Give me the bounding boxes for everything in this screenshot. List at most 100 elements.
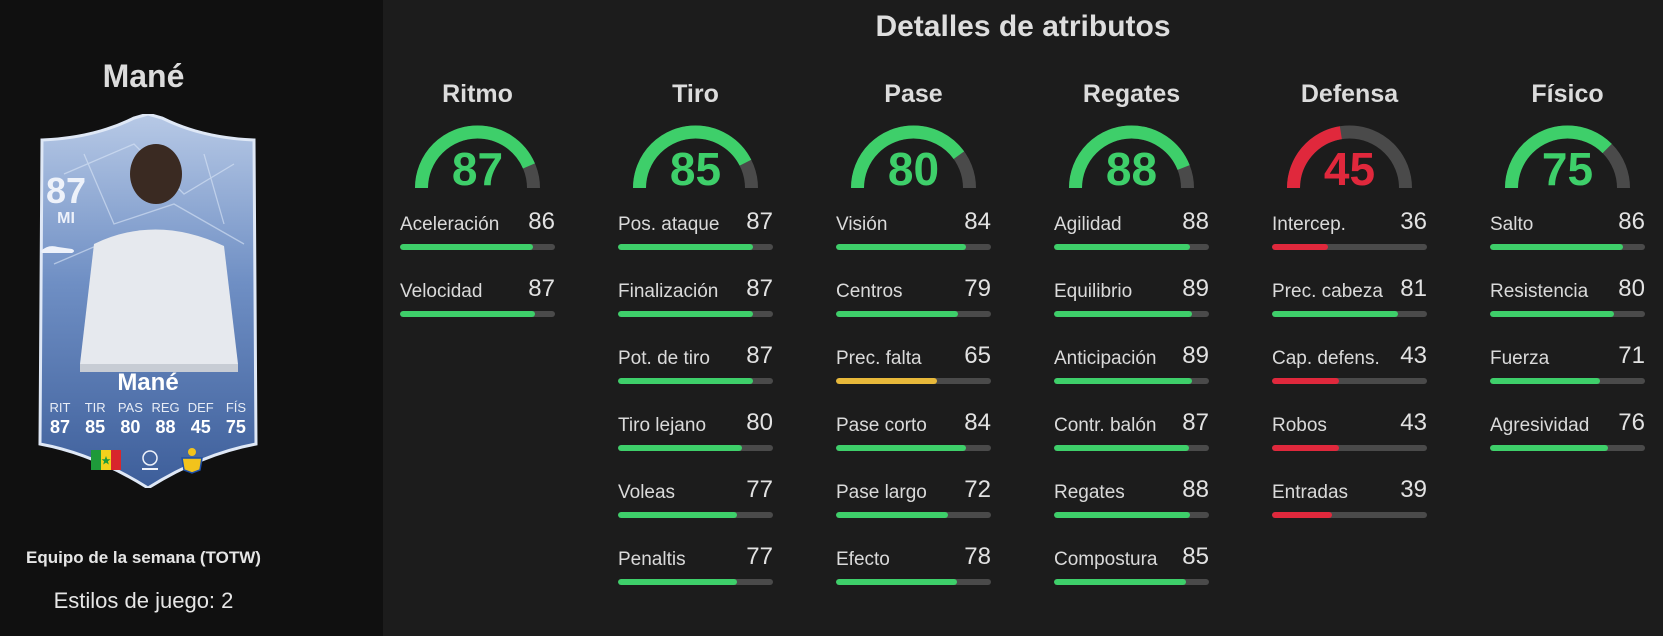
attribute-list: Intercep. 36 Prec. cabeza 81 Cap. defens. 43 R… [1272, 200, 1427, 535]
attribute-row: Contr. balón 87 [1054, 401, 1209, 468]
card-stat: TIR 85 [79, 400, 111, 438]
gauge-arc [1505, 125, 1630, 189]
attribute-bar [618, 579, 773, 585]
attribute-bar [1054, 244, 1209, 250]
attribute-name: Centros [836, 281, 903, 302]
attribute-name: Pase corto [836, 415, 927, 436]
category-score: 85 [669, 143, 722, 195]
attribute-bar-fill [1054, 244, 1191, 250]
attribute-value: 43 [1400, 342, 1427, 369]
attribute-row: Pos. ataque 87 [618, 200, 773, 267]
card-badges [24, 446, 272, 474]
category-gauge: 85 [618, 118, 773, 196]
attribute-name: Fuerza [1490, 348, 1550, 369]
attribute-bar [1054, 579, 1209, 585]
category-column: Físico 75 Salto 86 Resistencia 80 Fuerza 71 Agre… [1490, 78, 1645, 468]
attribute-value: 79 [964, 275, 991, 302]
category-column: Ritmo 87 Aceleración 86 Velocidad 87 [400, 78, 555, 334]
attribute-bar-fill [836, 445, 967, 451]
attribute-bar [1272, 445, 1427, 451]
attribute-bar-fill [1490, 445, 1608, 451]
attribute-value: 89 [1182, 342, 1209, 369]
attribute-bar-fill [1272, 244, 1328, 250]
card-stat-value: 85 [85, 417, 106, 437]
attribute-name: Salto [1490, 214, 1534, 235]
attribute-row: Anticipación 89 [1054, 334, 1209, 401]
attribute-bar [1054, 378, 1209, 384]
card-stat-label: FÍS [225, 400, 247, 415]
card-program-label: Equipo de la semana (TOTW) [26, 548, 261, 567]
attribute-name: Resistencia [1490, 281, 1589, 302]
attribute-name: Agresividad [1490, 415, 1590, 436]
attribute-name: Tiro lejano [618, 415, 707, 436]
attribute-bar-fill [1490, 244, 1624, 250]
attribute-name: Pase largo [836, 482, 927, 503]
attribute-value: 87 [1182, 409, 1209, 436]
attribute-bar [1054, 445, 1209, 451]
attribute-name: Velocidad [400, 281, 483, 302]
attribute-row: Compostura 85 [1054, 535, 1209, 602]
gauge-fill [415, 125, 540, 189]
card-stat-value: 45 [190, 417, 211, 437]
attribute-value: 87 [746, 275, 773, 302]
card-stat-label: REG [151, 400, 180, 415]
category-score: 88 [1105, 143, 1158, 195]
attribute-name: Pos. ataque [618, 214, 720, 235]
attribute-value: 84 [964, 409, 991, 436]
attribute-bar-fill [1054, 311, 1192, 317]
category-column: Defensa 45 Intercep. 36 Prec. cabeza 81 Cap. d… [1272, 78, 1427, 535]
league-logo-icon [142, 450, 158, 470]
attribute-value: 88 [1182, 208, 1209, 235]
category-title: Defensa [1300, 80, 1399, 108]
gauge-fill [851, 125, 976, 189]
senegal-flag-icon [91, 450, 121, 470]
attribute-bar-fill [618, 311, 753, 317]
attribute-bar [1490, 445, 1645, 451]
attribute-bar-fill [400, 311, 535, 317]
attribute-bar-fill [1272, 445, 1339, 451]
attribute-name: Aceleración [400, 214, 500, 235]
attribute-bar [836, 311, 991, 317]
attribute-bar [400, 244, 555, 250]
attribute-list: Pos. ataque 87 Finalización 87 Pot. de tiro 8… [618, 200, 773, 602]
attribute-row: Finalización 87 [618, 267, 773, 334]
attribute-bar-fill [1054, 512, 1191, 518]
category-title: Físico [1531, 80, 1604, 108]
category-title: Pase [884, 80, 943, 108]
attribute-bar-fill [1272, 378, 1339, 384]
attribute-name: Pot. de tiro [618, 348, 710, 369]
attribute-value: 80 [1618, 275, 1645, 302]
card-stat-value: 80 [120, 417, 141, 437]
section-title: Detalles de atributos [875, 10, 1171, 43]
attribute-value: 78 [964, 543, 991, 570]
card-stat-value: 88 [155, 417, 176, 437]
gauge-arc [633, 125, 758, 189]
card-stat-label: DEF [187, 400, 214, 415]
attribute-bar-fill [1272, 311, 1398, 317]
player-card[interactable]: 87 MI Mané RIT 87 TIR 85 PAS 80 REG 88 DEF 45… [24, 114, 272, 488]
category-title: Tiro [672, 80, 719, 108]
attribute-bar [836, 512, 991, 518]
gauge-arc [1069, 125, 1194, 189]
attribute-row: Robos 43 [1272, 401, 1427, 468]
attribute-row: Penaltis 77 [618, 535, 773, 602]
attribute-row: Cap. defens. 43 [1272, 334, 1427, 401]
attribute-bar-fill [1490, 378, 1601, 384]
card-stat-label: PAS [117, 400, 143, 415]
attribute-row: Pot. de tiro 87 [618, 334, 773, 401]
category-column: Pase 80 Visión 84 Centros 79 Prec. falta 65 Pase… [836, 78, 991, 602]
attribute-bar-fill [1490, 311, 1614, 317]
card-stat: DEF 45 [185, 400, 217, 438]
attribute-row: Equilibrio 89 [1054, 267, 1209, 334]
attribute-name: Finalización [618, 281, 719, 302]
attribute-bar-fill [836, 244, 967, 250]
attribute-name: Anticipación [1054, 348, 1157, 369]
attribute-row: Regates 88 [1054, 468, 1209, 535]
attribute-bar [1272, 244, 1427, 250]
attribute-value: 86 [528, 208, 555, 235]
attribute-bar-fill [1054, 378, 1192, 384]
attribute-row: Centros 79 [836, 267, 991, 334]
gauge-fill [1069, 125, 1194, 189]
gauge-fill [633, 125, 758, 189]
attribute-bar [400, 311, 555, 317]
